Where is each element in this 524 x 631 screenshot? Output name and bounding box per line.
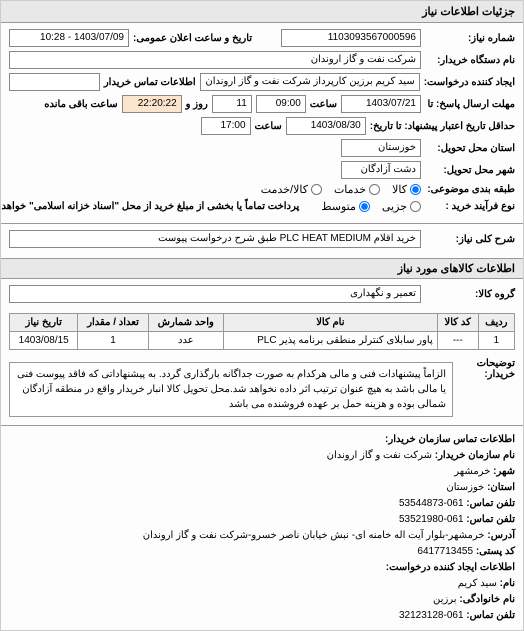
creator-phone: 061-32123128 xyxy=(399,610,464,621)
radio-kala[interactable] xyxy=(410,184,421,195)
purchase-note: پرداخت تماماً یا بخشی از مبلغ خرید از مح… xyxy=(0,201,299,212)
group: تعمیر و نگهداری xyxy=(9,285,421,303)
buyer-desc-text: الزاماً پیشنهادات فنی و مالی هرکدام به ص… xyxy=(9,362,453,417)
contact-province: خوزستان xyxy=(446,482,484,493)
requester: سید کریم برزین کارپرداز شرکت نفت و گاز ا… xyxy=(200,73,420,91)
th-unit: واحد شمارش xyxy=(148,314,223,332)
creator-phone-label: تلفن تماس: xyxy=(466,610,515,621)
contact-title: اطلاعات تماس سازمان خریدار: xyxy=(9,432,515,448)
announce-date-label: تاریخ و ساعت اعلان عمومی: xyxy=(133,33,252,44)
th-row: ردیف xyxy=(478,314,514,332)
table-header-row: ردیف کد کالا نام کالا واحد شمارش تعداد /… xyxy=(10,314,515,332)
purchase-type-label: نوع فرآیند خرید : xyxy=(425,201,515,212)
contact-address-label: آدرس: xyxy=(487,530,515,541)
radio-khadamat-group[interactable]: خدمات xyxy=(334,183,380,196)
time-label-1: ساعت xyxy=(310,99,337,110)
contact-province-label: استان: xyxy=(487,482,515,493)
city-label: شهر محل تحویل: xyxy=(425,165,515,176)
radio-medium-label: متوسط xyxy=(321,200,356,213)
need-number-label: شماره نیاز: xyxy=(425,33,515,44)
delivery-date: 1403/08/30 xyxy=(286,117,366,135)
contact-city: خرمشهر xyxy=(454,466,490,477)
th-code: کد کالا xyxy=(437,314,478,332)
contact-fax: 061-53521980 xyxy=(399,514,464,525)
budget-label: طبقه بندی موضوعی: xyxy=(425,184,515,195)
general-desc-label: شرح کلی نیاز: xyxy=(425,234,515,245)
delivery-time: 17:00 xyxy=(201,117,251,135)
creator-name-label: نام: xyxy=(500,578,515,589)
radio-medium[interactable] xyxy=(359,201,370,212)
goods-table: ردیف کد کالا نام کالا واحد شمارش تعداد /… xyxy=(9,313,515,350)
th-qty: تعداد / مقدار xyxy=(78,314,148,332)
contact-address: خرمشهر-بلوار آیت اله خامنه ای- نبش خیابا… xyxy=(143,530,485,541)
days-remain: 11 xyxy=(212,95,252,113)
radio-medium-group[interactable]: متوسط xyxy=(321,200,370,213)
radio-wage[interactable] xyxy=(311,184,322,195)
radio-small[interactable] xyxy=(410,201,421,212)
requester-label: ایجاد کننده درخواست: xyxy=(424,77,515,88)
contact-phone: 061-53544873 xyxy=(399,498,464,509)
radio-kala-label: کالا xyxy=(392,183,407,196)
creator-family-label: نام خانوادگی: xyxy=(459,594,515,605)
time-label-2: ساعت xyxy=(255,121,282,132)
radio-small-label: جزیی xyxy=(382,200,407,213)
table-row: 1 --- پاور سابلای کنترلر منطقی برنامه پذ… xyxy=(10,332,515,350)
radio-kala-group[interactable]: کالا xyxy=(392,183,421,196)
creator-family: برزین xyxy=(433,594,457,605)
td-name: پاور سابلای کنترلر منطقی برنامه پذیر PLC xyxy=(223,332,437,350)
radio-khadamat[interactable] xyxy=(369,184,380,195)
group-label: گروه کالا: xyxy=(425,289,515,300)
buyer-contact-label: اطلاعات تماس خریدار xyxy=(104,77,196,88)
org-label: نام سازمان خریدار: xyxy=(435,450,515,461)
city: دشت آزادگان xyxy=(341,161,421,179)
deadline-date: 1403/07/21 xyxy=(341,95,421,113)
tab-title: جزئیات اطلاعات نیاز xyxy=(422,6,515,18)
announce-date: 1403/07/09 - 10:28 xyxy=(9,29,129,47)
province: خوزستان xyxy=(341,139,421,157)
th-name: نام کالا xyxy=(223,314,437,332)
radio-wage-label: کالا/خدمت xyxy=(261,183,308,196)
contact-fax-label: تلفن تماس: xyxy=(466,514,515,525)
radio-wage-group[interactable]: کالا/خدمت xyxy=(261,183,322,196)
delivery-until-label: حداقل تاریخ اعتبار پیشنهاد: تا تاریخ: xyxy=(370,121,515,132)
td-unit: عدد xyxy=(148,332,223,350)
buyer-contact xyxy=(9,73,100,91)
creator-name: سید کریم xyxy=(458,578,497,589)
buyer-desc-label: توضیحات خریدار: xyxy=(453,358,523,380)
need-number: 1103093567000596 xyxy=(281,29,421,47)
radio-small-group[interactable]: جزیی xyxy=(382,200,421,213)
contact-phone-label: تلفن تماس: xyxy=(466,498,515,509)
org: شرکت نفت و گاز اروندان xyxy=(327,450,432,461)
buyer-device: شرکت نفت و گاز اروندان xyxy=(9,51,421,69)
contact-postal: 6417713455 xyxy=(417,546,473,557)
td-qty: 1 xyxy=(78,332,148,350)
tab-header: جزئیات اطلاعات نیاز xyxy=(1,1,523,23)
buyer-device-label: نام دستگاه خریدار: xyxy=(425,55,515,66)
td-row: 1 xyxy=(478,332,514,350)
td-date: 1403/08/15 xyxy=(10,332,78,350)
th-date: تاریخ نیاز xyxy=(10,314,78,332)
deadline-label: مهلت ارسال پاسخ: تا xyxy=(425,99,515,110)
hours-remain: 22:20:22 xyxy=(122,95,182,113)
province-label: استان محل تحویل: xyxy=(425,143,515,154)
days-label: روز و xyxy=(186,99,208,110)
radio-khadamat-label: خدمات xyxy=(334,183,366,196)
td-code: --- xyxy=(437,332,478,350)
creator-title: اطلاعات ایجاد کننده درخواست: xyxy=(9,560,515,576)
contact-postal-label: کد پستی: xyxy=(476,546,515,557)
contact-city-label: شهر: xyxy=(493,466,515,477)
goods-section-title: اطلاعات کالاهای مورد نیاز xyxy=(1,258,523,279)
general-desc: خرید اقلام PLC HEAT MEDIUM طبق شرح درخوا… xyxy=(9,230,421,248)
deadline-time: 09:00 xyxy=(256,95,306,113)
hours-label: ساعت باقی مانده xyxy=(44,99,117,110)
